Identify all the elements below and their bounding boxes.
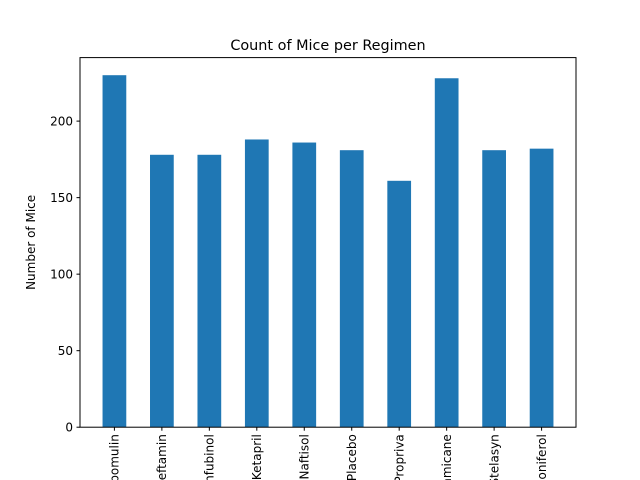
- y-axis-label: Number of Mice: [24, 195, 38, 290]
- y-tick-label: 200: [50, 114, 73, 128]
- chart-title: Count of Mice per Regimen: [230, 38, 425, 54]
- bar-placebo: [339, 150, 364, 428]
- bar-capomulin: [102, 75, 127, 428]
- y-tick-label: 0: [65, 421, 73, 435]
- bars-layer: [102, 75, 554, 428]
- x-tick-label: Capomulin: [108, 434, 122, 480]
- bar-naftisol: [292, 142, 317, 428]
- bar-infubinol: [197, 154, 222, 428]
- bar-ceftamin: [150, 154, 174, 428]
- bar-propriva: [387, 180, 412, 428]
- bar-zoniferol: [529, 148, 554, 428]
- x-tick-label: Stelasyn: [487, 434, 501, 480]
- x-tick-label: Ketapril: [250, 434, 264, 480]
- x-tick-label: Placebo: [345, 434, 359, 480]
- y-tick-label: 150: [50, 191, 73, 205]
- x-ticks-layer: Capomulin Ceftamin Infubinol Ketapril Naftis…: [108, 427, 549, 480]
- plot-frame: [79, 57, 577, 428]
- x-tick-label: Naftisol: [298, 434, 312, 479]
- y-tick-label: 50: [58, 344, 73, 358]
- x-tick-label: Ceftamin: [155, 434, 169, 480]
- y-tick-label: 100: [50, 267, 73, 281]
- x-tick-label: Zoniferol: [535, 434, 549, 480]
- bar-ramicane: [434, 78, 459, 428]
- bar-ketapril: [244, 139, 269, 428]
- x-tick-label: Propriva: [392, 434, 406, 480]
- bar-stelasyn: [482, 150, 506, 428]
- x-tick-label: Ramicane: [440, 434, 454, 480]
- y-ticks-layer: 0 50 100 150 200: [50, 114, 80, 435]
- x-tick-label: Infubinol: [203, 434, 217, 480]
